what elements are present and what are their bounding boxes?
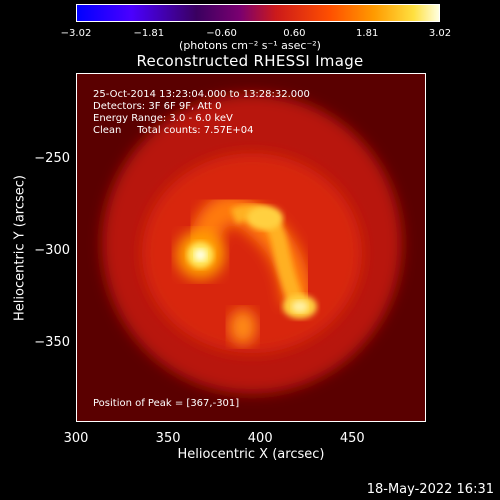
time-range: 25-Oct-2014 13:23:04.000 to 13:28:32.000 [93,89,310,100]
timestamp: 18-May-2022 16:31 [366,482,494,497]
y-tick-label: −250 [34,150,70,166]
plot-title: Reconstructed RHESSI Image [136,52,364,70]
colorbar-tick-label: −1.81 [133,28,165,39]
detectors-info: Detectors: 3F 6F 9F, Att 0 [93,101,222,112]
energy-range: Energy Range: 3.0 - 6.0 keV [93,113,233,124]
image-plot [76,73,426,422]
colorbar-units: (photons cm⁻² s⁻¹ asec⁻²) [179,39,321,52]
colorbar-tick-label: 1.81 [356,28,379,39]
x-tick-label: 350 [155,431,181,446]
colorbar-tick-label: −0.60 [206,28,237,39]
colorbar [76,4,440,22]
y-axis-label: Heliocentric Y (arcsec) [12,175,28,321]
colorbar-tick-label: −3.02 [60,28,92,39]
peak-source-center [194,248,207,261]
y-tick-label: −350 [34,335,70,351]
colorbar-tick-label: 3.02 [428,28,452,39]
colorbar-tick-label: 0.60 [283,28,306,39]
clean-counts: Clean Total counts: 7.57E+04 [93,125,254,136]
loop-top-source [246,206,283,231]
x-tick-label: 450 [339,431,365,446]
x-tick-label: 300 [63,431,89,446]
x-tick-label: 400 [247,431,273,446]
lower-source [228,308,257,345]
peak-position: Position of Peak = [367,-301] [93,398,240,409]
x-axis-label: Heliocentric X (arcsec) [177,447,325,462]
heatmap-image [77,74,425,421]
right-footpoint-core [291,300,308,313]
y-tick-label: −300 [34,243,70,259]
